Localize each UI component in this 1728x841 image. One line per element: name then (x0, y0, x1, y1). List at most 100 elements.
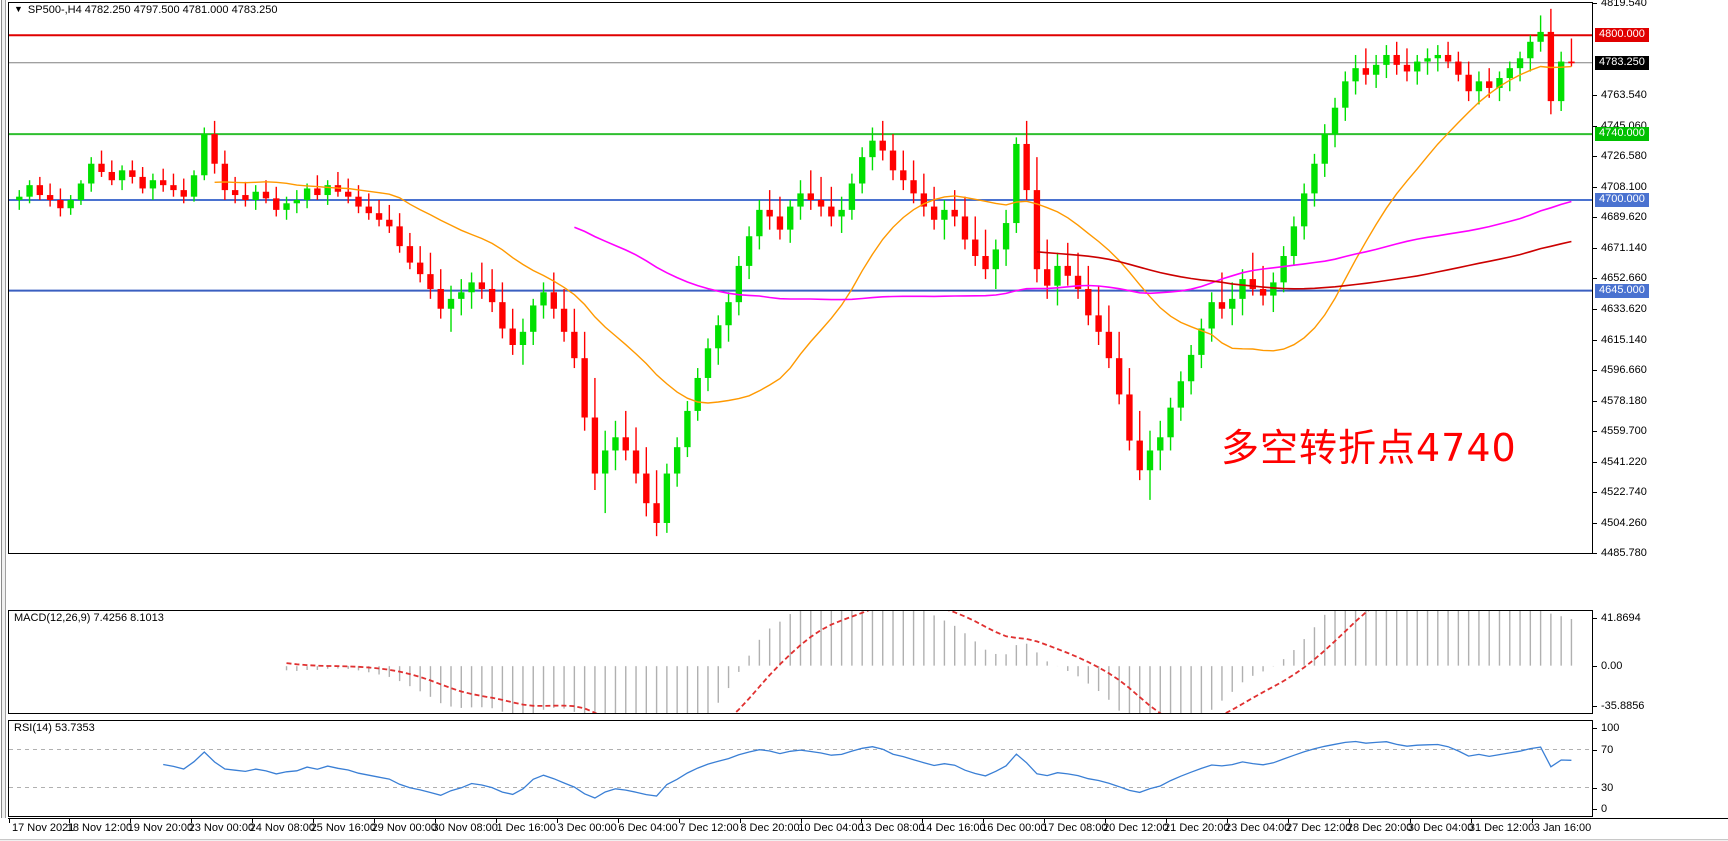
rsi-line (163, 740, 1572, 799)
time-axis-label: 7 Dec 12:00 (679, 822, 739, 834)
price-plot-svg (9, 8, 1592, 537)
time-axis-tickmark (861, 819, 863, 823)
time-axis[interactable]: 17 Nov 2021 18 Nov 12:00 19 Nov 20:00 23 No… (8, 818, 1728, 839)
time-axis-tickmark (1227, 819, 1229, 823)
macd-indicator-panel[interactable]: MACD(12,26,9) 7.4256 8.1013 (8, 610, 1593, 714)
time-axis-label: 6 Dec 04:00 (618, 822, 678, 834)
time-axis-label: 18 Nov 12:00 (66, 822, 133, 834)
price-scale-tick: 4652.660 (1593, 272, 1647, 284)
time-axis-label: 28 Dec 20:00 (1346, 822, 1413, 834)
time-axis-tickmark (312, 819, 314, 823)
price-scale-badge[interactable]: 4740.000 (1595, 127, 1649, 142)
time-axis-label: 24 Nov 08:00 (249, 822, 316, 834)
price-scale-tick: 4541.220 (1593, 456, 1647, 468)
price-scale-tick: 4763.540 (1593, 89, 1647, 101)
rsi-label: RSI(14) 53.7353 (14, 722, 95, 734)
window-left-gutter (0, 0, 8, 818)
rsi-indicator-panel[interactable]: RSI(14) 53.7353 (8, 720, 1593, 817)
rsi-scale-tick: 0 (1593, 803, 1607, 815)
time-axis-tickmark (9, 819, 10, 823)
time-axis-label: 23 Nov 00:00 (188, 822, 255, 834)
price-scale-tick: 4559.700 (1593, 425, 1647, 437)
time-axis-label: 17 Dec 08:00 (1042, 822, 1108, 834)
time-axis-tickmark (190, 819, 192, 823)
time-axis-tickmark (251, 819, 253, 823)
macd-label: MACD(12,26,9) 7.4256 8.1013 (14, 612, 164, 624)
chart-annotation-text: 多空转折点4740 (1221, 426, 1517, 470)
macd-signal-line (286, 611, 1369, 713)
macd-histogram (285, 611, 1573, 713)
price-scale-tick: 4689.620 (1593, 211, 1647, 223)
time-axis-tickmark (1349, 819, 1351, 823)
candlestick-series (16, 8, 1575, 537)
price-scale-tick: 4485.780 (1593, 547, 1647, 559)
time-axis-label: 23 Dec 04:00 (1224, 822, 1291, 834)
price-scale-tick: 4633.620 (1593, 303, 1647, 315)
price-chart-panel[interactable]: ▼ SP500-,H4 4782.250 4797.500 4781.000 47… (8, 2, 1593, 554)
time-axis-label: 25 Nov 16:00 (310, 822, 376, 834)
time-axis-tickmark (617, 819, 619, 823)
time-axis-label: 1 Dec 16:00 (496, 822, 556, 834)
price-scale-badge[interactable]: 4700.000 (1595, 192, 1649, 207)
rsi-scale-tick: 30 (1593, 782, 1613, 794)
time-axis-label: 30 Nov 08:00 (432, 822, 498, 834)
price-scale-badge[interactable]: 4783.250 (1595, 55, 1649, 70)
price-scale-badge[interactable]: 4800.000 (1595, 28, 1649, 43)
time-axis-tickmark (1471, 819, 1473, 823)
time-axis-tickmark (1410, 819, 1412, 823)
price-chart-canvas[interactable] (9, 3, 1592, 553)
time-axis-tickmark (1105, 819, 1107, 823)
symbol-header-text: SP500-,H4 4782.250 4797.500 4781.000 478… (27, 4, 278, 16)
time-axis-label: 29 Nov 00:00 (371, 822, 437, 834)
time-axis-tickmark (678, 819, 680, 823)
time-axis-tickmark (739, 819, 741, 823)
macd-scale-tick: 0.00 (1593, 660, 1622, 672)
time-axis-tickmark (800, 819, 802, 823)
rsi-axis-scale[interactable]: 100 70 30 0 (1593, 720, 1728, 817)
time-axis-tickmark (1288, 819, 1290, 823)
rsi-plot-svg (9, 740, 1592, 799)
price-scale-tick: 4615.140 (1593, 334, 1647, 346)
macd-axis-scale[interactable]: 41.8694 0.00 -35.8856 (1593, 610, 1728, 714)
time-axis-label: 21 Dec 20:00 (1164, 822, 1230, 834)
time-axis-tickmark (1532, 819, 1534, 823)
window-bottom-strip (0, 839, 1728, 841)
ma-slow-line (1036, 240, 1572, 290)
time-axis-tickmark (129, 819, 131, 823)
price-scale-tick: 4596.660 (1593, 364, 1647, 376)
time-axis-label: 13 Dec 08:00 (859, 822, 925, 834)
time-axis-label: 3 Jan 16:00 (1533, 822, 1592, 834)
time-axis-label: 30 Dec 04:00 (1407, 822, 1474, 834)
price-scale-tick: 4708.100 (1593, 181, 1647, 193)
rsi-canvas[interactable] (9, 721, 1592, 816)
time-axis-tickmark (1044, 819, 1046, 823)
time-axis-label: 19 Nov 20:00 (127, 822, 194, 834)
time-axis-tickmark (495, 819, 497, 823)
ma-mid-line (574, 200, 1572, 301)
time-axis-label: 14 Dec 16:00 (920, 822, 986, 834)
time-axis-label: 10 Dec 04:00 (798, 822, 864, 834)
time-axis-tickmark (1166, 819, 1168, 823)
macd-plot-svg (9, 611, 1592, 713)
time-axis-label: 20 Dec 12:00 (1103, 822, 1169, 834)
price-scale-tick: 4726.580 (1593, 150, 1647, 162)
time-axis-tickmark (922, 819, 924, 823)
price-axis-scale[interactable]: 4819.540 4800.000 4783.250 4763.540 4745.060… (1593, 0, 1728, 559)
price-scale-tick: 4819.540 (1593, 0, 1647, 9)
collapse-icon[interactable]: ▼ (14, 4, 23, 14)
symbol-header: ▼ SP500-,H4 4782.250 4797.500 4781.000 47… (14, 4, 277, 16)
price-scale-tick: 4504.260 (1593, 517, 1647, 529)
time-axis-tickmark (556, 819, 558, 823)
time-axis-tickmark (68, 819, 70, 823)
price-scale-badge[interactable]: 4645.000 (1595, 283, 1649, 298)
time-axis-label: 27 Dec 12:00 (1285, 822, 1352, 834)
time-axis-label: 16 Dec 00:00 (981, 822, 1047, 834)
rsi-scale-tick: 100 (1593, 722, 1619, 734)
time-axis-label: 31 Dec 12:00 (1468, 822, 1535, 834)
macd-canvas[interactable] (9, 611, 1592, 713)
macd-scale-tick: -35.8856 (1593, 700, 1644, 712)
price-scale-tick: 4671.140 (1593, 242, 1647, 254)
time-axis-tickmark (434, 819, 436, 823)
time-axis-label: 17 Nov 2021 (12, 822, 75, 834)
